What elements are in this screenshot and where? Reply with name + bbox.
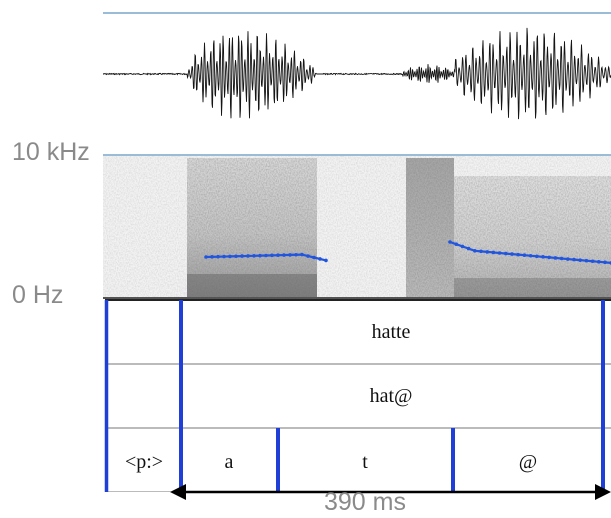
pitch-point <box>479 249 483 254</box>
pitch-point <box>547 255 551 260</box>
pitch-point <box>234 254 238 259</box>
spectrogram-panel <box>103 156 611 299</box>
pitch-point <box>294 252 298 257</box>
pitch-point <box>312 255 316 260</box>
pitch-point <box>584 258 589 263</box>
tier-orthographic-word: hatte <box>371 321 411 343</box>
pitch-point <box>491 250 496 255</box>
textgrid-annotation: hatte hat@ <p:> a t @ <box>0 298 611 492</box>
waveform-panel <box>103 12 611 156</box>
pitch-point <box>318 257 322 261</box>
pitch-point <box>510 252 514 256</box>
pitch-point <box>270 253 274 258</box>
pitch-point <box>324 258 328 263</box>
pitch-point <box>578 258 582 262</box>
pitch-point <box>597 260 601 264</box>
pitch-point <box>553 256 558 260</box>
pitch-point <box>204 255 208 259</box>
phone-schwa: @ <box>518 451 538 473</box>
pitch-points <box>204 240 611 265</box>
phone-t: t <box>362 451 368 473</box>
pitch-point <box>497 251 502 255</box>
pitch-point <box>216 254 220 259</box>
frequency-min-label: 0 Hz <box>12 281 64 309</box>
pitch-point <box>282 253 286 257</box>
pitch-point <box>288 253 292 257</box>
pitch-point <box>460 244 465 249</box>
tier-phonemic-word: hat@ <box>369 385 413 407</box>
phone-a: a <box>224 451 234 473</box>
frequency-max-label: 10 kHz <box>12 138 90 166</box>
pitch-point <box>603 260 607 265</box>
pitch-point <box>528 253 533 258</box>
pitch-point <box>541 255 545 259</box>
pitch-point <box>590 259 595 264</box>
pitch-point <box>300 252 304 257</box>
pitch-point <box>246 254 250 258</box>
pitch-point <box>466 246 471 251</box>
pitch-point <box>559 256 564 261</box>
pitch-point <box>566 257 570 261</box>
duration-arrow <box>170 484 611 500</box>
pitch-point <box>264 253 268 258</box>
pitch-point <box>306 254 310 258</box>
pitch-point <box>473 249 477 253</box>
pitch-point <box>448 240 452 244</box>
pitch-point <box>210 255 214 259</box>
pitch-point <box>572 257 576 262</box>
pitch-point <box>504 251 508 256</box>
pitch-point <box>252 254 256 258</box>
pitch-point <box>535 254 539 259</box>
duration-label: 390 ms <box>324 488 406 516</box>
pitch-point <box>485 250 490 254</box>
waveform-trace <box>103 27 611 120</box>
pitch-point <box>222 254 226 259</box>
pitch-point <box>454 242 459 246</box>
pitch-point <box>228 254 232 259</box>
pitch-point <box>516 252 520 257</box>
pitch-point <box>240 254 244 258</box>
pitch-point <box>258 253 262 258</box>
pitch-point <box>276 253 280 257</box>
textgrid-grid-lines <box>104 299 611 492</box>
pitch-point <box>522 253 527 257</box>
phone-pause: <p:> <box>124 451 164 473</box>
